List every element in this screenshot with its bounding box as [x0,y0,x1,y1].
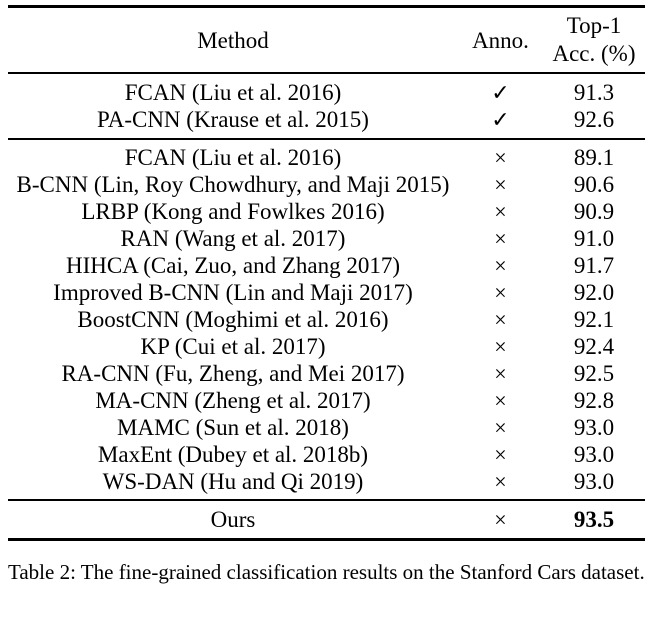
table-header-row: Method Anno. Top-1 Acc. (%) [8,8,645,72]
method-cell: MAMC (Sun et al. 2018) [117,415,349,440]
cross-icon: × [494,280,507,305]
accuracy-cell: 92.4 [573,334,615,359]
check-icon: ✓ [491,107,510,132]
results-table: Method Anno. Top-1 Acc. (%) FCAN (Liu et… [8,5,645,541]
accuracy-cell: 91.7 [573,253,615,278]
accuracy-cell: 93.5 [573,507,615,532]
accuracy-cell: 93.0 [573,442,615,467]
accuracy-cell: 91.3 [573,80,615,105]
table-top-rule [8,5,645,8]
method-cell: RAN (Wang et al. 2017) [120,226,346,251]
table-row: KP (Cui et al. 2017) × 92.4 [8,333,645,360]
cross-icon: × [494,507,507,532]
accuracy-cell: 92.0 [573,280,615,305]
table-bottom-rule [8,538,645,541]
table-row: MA-CNN (Zheng et al. 2017) × 92.8 [8,387,645,414]
cross-icon: × [494,442,507,467]
accuracy-cell: 89.1 [573,145,615,170]
column-header-accuracy-line2: Acc. (%) [552,41,636,66]
accuracy-cell: 93.0 [573,415,615,440]
cross-icon: × [494,388,507,413]
method-cell: FCAN (Liu et al. 2016) [124,145,342,170]
table-row: LRBP (Kong and Fowlkes 2016) × 90.9 [8,198,645,225]
cross-icon: × [494,334,507,359]
column-header-method: Method [197,27,269,53]
table-caption: Table 2: The fine-grained classification… [8,560,645,584]
cross-icon: × [494,199,507,224]
method-cell: PA-CNN (Krause et al. 2015) [97,107,369,132]
cross-icon: × [494,145,507,170]
method-cell: HIHCA (Cai, Zuo, and Zhang 2017) [65,253,401,278]
group-divider-rule [8,499,645,501]
table-row: WS-DAN (Hu and Qi 2019) × 93.0 [8,468,645,495]
accuracy-cell: 90.6 [573,172,615,197]
table-row: HIHCA (Cai, Zuo, and Zhang 2017) × 91.7 [8,252,645,279]
group-unannotated-methods: FCAN (Liu et al. 2016) × 89.1 B-CNN (Lin… [8,140,645,499]
table-row: RA-CNN (Fu, Zheng, and Mei 2017) × 92.5 [8,360,645,387]
table-row: B-CNN (Lin, Roy Chowdhury, and Maji 2015… [8,171,645,198]
accuracy-cell: 92.6 [573,107,615,132]
method-cell: Ours [210,507,256,532]
method-cell: FCAN (Liu et al. 2016) [124,80,342,105]
method-cell: WS-DAN (Hu and Qi 2019) [102,469,364,494]
method-cell: RA-CNN (Fu, Zheng, and Mei 2017) [61,361,405,386]
cross-icon: × [494,415,507,440]
cross-icon: × [494,253,507,278]
table-row: FCAN (Liu et al. 2016) × 89.1 [8,144,645,171]
table-row: RAN (Wang et al. 2017) × 91.0 [8,225,645,252]
table-row: BoostCNN (Moghimi et al. 2016) × 92.1 [8,306,645,333]
table-row: MaxEnt (Dubey et al. 2018b) × 93.0 [8,441,645,468]
table-row: FCAN (Liu et al. 2016) ✓ 91.3 [8,79,645,106]
method-cell: MaxEnt (Dubey et al. 2018b) [97,442,369,467]
column-header-anno: Anno. [472,27,529,53]
column-header-accuracy-line1: Top-1 [566,13,622,38]
accuracy-cell: 92.5 [573,361,615,386]
group-annotated-methods: FCAN (Liu et al. 2016) ✓ 91.3 PA-CNN (Kr… [8,74,645,138]
accuracy-cell: 90.9 [573,199,615,224]
cross-icon: × [494,172,507,197]
method-cell: Improved B-CNN (Lin and Maji 2017) [53,280,413,305]
table-row-ours: Ours × 93.5 [8,506,645,533]
table-row: PA-CNN (Krause et al. 2015) ✓ 92.6 [8,106,645,133]
accuracy-cell: 92.1 [573,307,615,332]
cross-icon: × [494,307,507,332]
table-row: MAMC (Sun et al. 2018) × 93.0 [8,414,645,441]
group-ours: Ours × 93.5 [8,501,645,538]
column-header-accuracy: Top-1 Acc. (%) [543,12,645,68]
accuracy-cell: 92.8 [573,388,615,413]
cross-icon: × [494,361,507,386]
method-cell: MA-CNN (Zheng et al. 2017) [95,388,371,413]
check-icon: ✓ [491,80,510,105]
method-cell: LRBP (Kong and Fowlkes 2016) [81,199,385,224]
header-bottom-rule [8,72,645,74]
group-divider-rule [8,138,645,140]
table-row: Improved B-CNN (Lin and Maji 2017) × 92.… [8,279,645,306]
method-cell: KP (Cui et al. 2017) [140,334,326,359]
method-cell: BoostCNN (Moghimi et al. 2016) [77,307,389,332]
cross-icon: × [494,469,507,494]
accuracy-cell: 93.0 [573,469,615,494]
method-cell: B-CNN (Lin, Roy Chowdhury, and Maji 2015… [16,172,450,197]
cross-icon: × [494,226,507,251]
accuracy-cell: 91.0 [573,226,615,251]
